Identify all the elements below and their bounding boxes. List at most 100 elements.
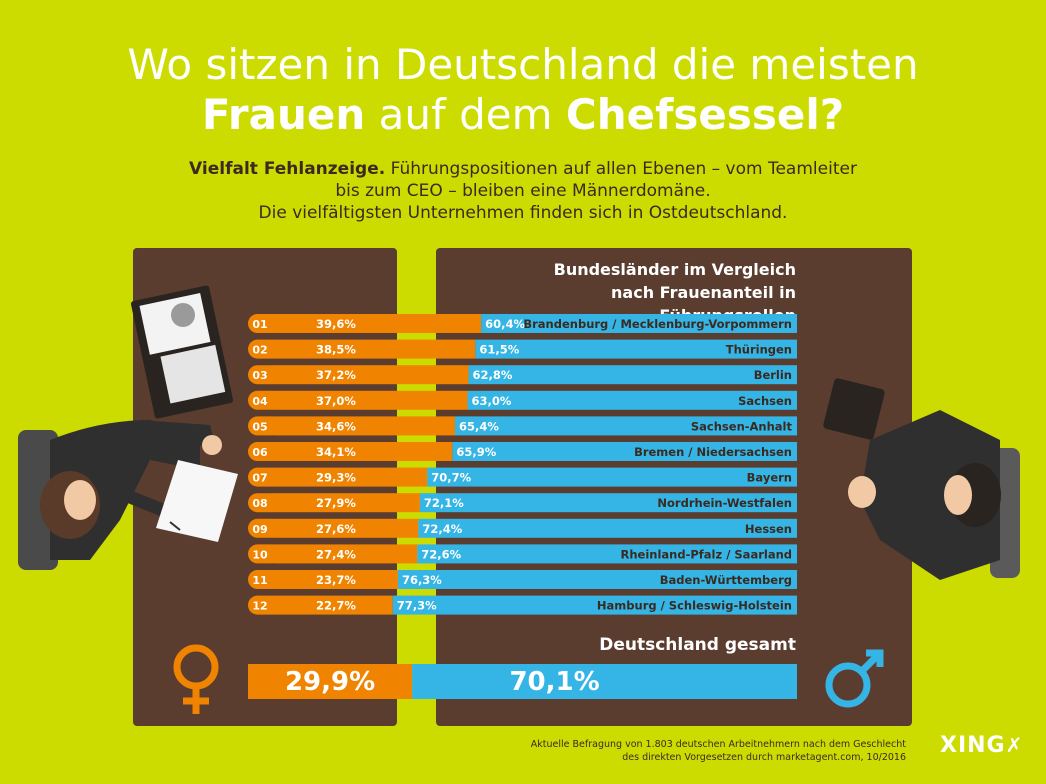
rank-label: 12 xyxy=(252,600,267,613)
rank-label: 03 xyxy=(252,369,267,382)
state-label: Berlin xyxy=(754,368,792,382)
title-bold-chefsessel: Chefsessel? xyxy=(565,90,845,139)
male-bar xyxy=(419,493,797,513)
female-bar xyxy=(274,518,419,538)
state-label: Hamburg / Schleswig-Holstein xyxy=(597,599,792,613)
male-value-label: 62,8% xyxy=(473,368,513,382)
rank-badge xyxy=(248,518,282,538)
female-value-label: 37,2% xyxy=(316,368,356,382)
male-value-label: 72,1% xyxy=(424,496,464,510)
female-bar xyxy=(274,493,420,513)
rank-badge xyxy=(248,595,282,615)
female-value-label: 29,3% xyxy=(316,471,356,485)
rank-badge xyxy=(248,314,282,333)
businesswoman-illustration xyxy=(18,420,238,570)
rank-badge xyxy=(248,544,282,564)
female-value-label: 38,5% xyxy=(316,343,356,357)
state-label: Sachsen-Anhalt xyxy=(691,419,793,433)
female-value-label: 34,6% xyxy=(316,419,356,433)
rank-label: 07 xyxy=(252,472,267,485)
male-bar xyxy=(427,467,797,487)
female-bar xyxy=(274,390,468,410)
female-value-label: 23,7% xyxy=(316,573,356,587)
female-bar xyxy=(274,314,482,333)
rank-label: 10 xyxy=(252,548,268,561)
total-male-label: 70,1% xyxy=(509,667,599,697)
female-bar xyxy=(274,595,393,615)
female-bar xyxy=(274,544,418,564)
male-symbol-icon xyxy=(825,649,884,708)
female-bar xyxy=(274,467,428,487)
female-value-label: 39,6% xyxy=(316,317,356,331)
male-bar xyxy=(417,544,797,564)
state-label: Nordrhein-Westfalen xyxy=(657,496,792,510)
state-label: Baden-Württemberg xyxy=(660,573,792,587)
title-line-2: Frauen auf dem Chefsessel? xyxy=(0,90,1046,140)
male-value-label: 72,4% xyxy=(422,522,462,536)
rank-label: 04 xyxy=(252,395,268,408)
female-bar xyxy=(274,365,469,385)
state-label: Rheinland-Pfalz / Saarland xyxy=(621,547,793,561)
clipboard-icon xyxy=(130,285,234,419)
rank-label: 06 xyxy=(252,446,268,459)
subtitle-rest-1: Führungspositionen auf allen Ebenen – vo… xyxy=(385,159,857,179)
rank-label: 09 xyxy=(252,523,267,536)
male-value-label: 60,4% xyxy=(485,317,525,331)
total-male-bar xyxy=(412,664,797,699)
rank-badge xyxy=(248,570,282,589)
subtitle-line-1: Vielfalt Fehlanzeige. Führungspositionen… xyxy=(0,158,1046,180)
male-bar xyxy=(397,570,797,589)
female-value-label: 22,7% xyxy=(316,599,356,613)
total-female-label: 29,9% xyxy=(285,667,375,697)
male-bar xyxy=(454,416,797,436)
rank-label: 01 xyxy=(252,318,267,331)
rank-badge xyxy=(248,467,282,487)
title-bold-frauen: Frauen xyxy=(201,90,366,139)
male-bar xyxy=(392,595,797,615)
female-bar xyxy=(274,416,455,436)
rank-badge xyxy=(248,365,282,385)
male-value-label: 65,9% xyxy=(456,445,496,459)
total-female-bar xyxy=(248,664,413,699)
female-bar xyxy=(274,339,476,359)
state-label: Sachsen xyxy=(738,394,792,408)
male-value-label: 70,7% xyxy=(431,471,471,485)
female-bar xyxy=(274,570,398,589)
state-label: Bayern xyxy=(747,471,792,485)
male-value-label: 61,5% xyxy=(479,343,519,357)
rank-badge xyxy=(248,416,282,436)
female-value-label: 27,9% xyxy=(316,496,356,510)
subtitle-bold: Vielfalt Fehlanzeige. xyxy=(189,159,386,179)
rank-badge xyxy=(248,339,282,359)
male-bar xyxy=(475,339,797,359)
page-title: Wo sitzen in Deutschland die meisten Fra… xyxy=(0,40,1046,140)
male-bar xyxy=(452,442,797,461)
rank-label: 08 xyxy=(252,497,267,510)
xing-logo-icon: XING✗ xyxy=(940,733,1023,758)
folder-icon xyxy=(823,378,885,440)
male-value-label: 72,6% xyxy=(421,547,461,561)
footnote-line-2: des direkten Vorgesetzen durch marketage… xyxy=(622,752,906,763)
female-value-label: 27,6% xyxy=(316,522,356,536)
rank-label: 05 xyxy=(252,420,267,433)
male-value-label: 65,4% xyxy=(459,419,499,433)
male-value-label: 77,3% xyxy=(397,599,437,613)
subtitle-line-2: bis zum CEO – bleiben eine Männerdomäne. xyxy=(335,181,711,201)
female-bar xyxy=(274,442,453,461)
footnote: Aktuelle Befragung von 1.803 deutschen A… xyxy=(430,738,906,764)
female-value-label: 34,1% xyxy=(316,445,356,459)
male-value-label: 76,3% xyxy=(402,573,442,587)
female-value-label: 27,4% xyxy=(316,547,356,561)
page-subtitle: Vielfalt Fehlanzeige. Führungspositionen… xyxy=(0,158,1046,224)
male-bar xyxy=(481,314,797,333)
state-label: Hessen xyxy=(745,522,792,536)
state-label: Bremen / Niedersachsen xyxy=(634,445,792,459)
male-bar xyxy=(418,518,797,538)
rank-badge xyxy=(248,442,282,461)
title-mid: auf dem xyxy=(365,90,566,139)
title-line-1: Wo sitzen in Deutschland die meisten xyxy=(127,40,919,89)
rank-badge xyxy=(248,390,282,410)
businessman-illustration xyxy=(848,410,1020,580)
